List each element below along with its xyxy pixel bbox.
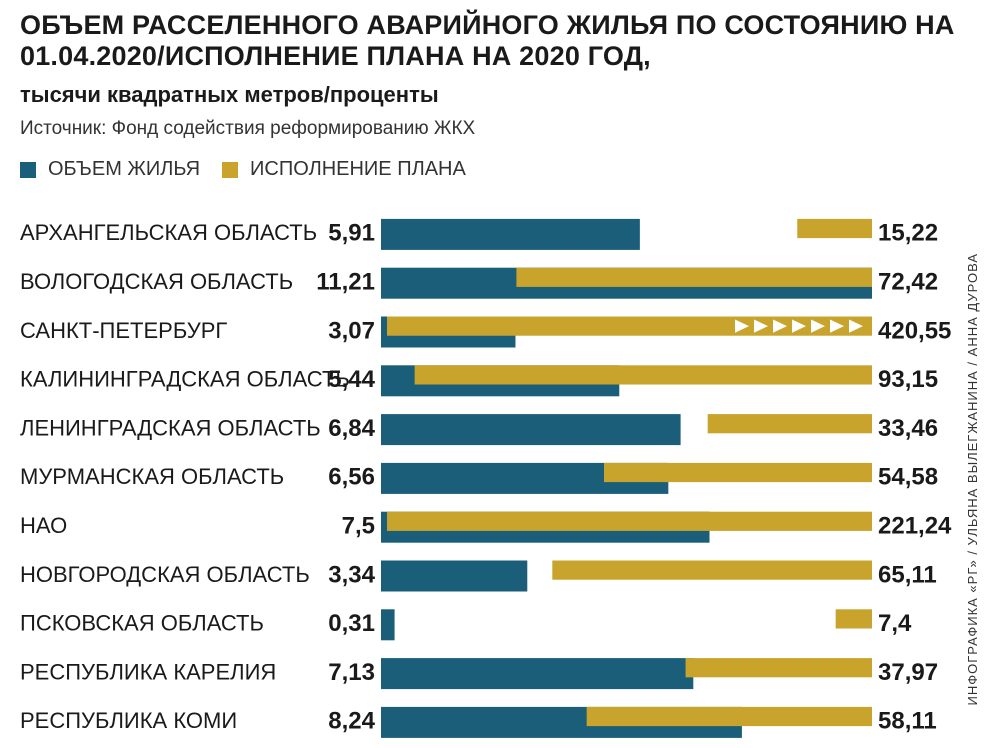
plan-bar [604, 462, 872, 483]
plan-bar [835, 609, 872, 629]
housing-value-label: 7,5 [342, 513, 375, 540]
housing-bar [381, 609, 395, 641]
housing-value-label: 8,24 [328, 708, 375, 735]
credit-text: ИНФОГРАФИКА «РГ» / УЛЬЯНА ВЫЛЕГЖАНИНА / … [964, 252, 980, 706]
plan-value-label: 58,11 [878, 708, 937, 735]
housing-value-label: 0,31 [328, 610, 375, 637]
overflow-arrow-marker [735, 319, 749, 333]
housing-value-label: 3,07 [328, 317, 375, 344]
category-label: АРХАНГЕЛЬСКАЯ ОБЛАСТЬ [20, 220, 317, 245]
legend-item-housing: ОБЪЕМ ЖИЛЬЯ [20, 158, 200, 181]
plan-bar [387, 511, 872, 531]
plan-bar [586, 706, 872, 727]
housing-value-label: 11,21 [316, 269, 375, 296]
plan-bar [552, 560, 872, 580]
category-label: КАЛИНИНГРАДСКАЯ ОБЛАСТЬ [20, 367, 350, 392]
plan-bar [797, 218, 872, 239]
housing-value-label: 5,44 [328, 366, 375, 393]
overflow-arrow-marker [849, 319, 863, 333]
overflow-arrow-marker [792, 319, 806, 333]
category-label: ВОЛОГОДСКАЯ ОБЛАСТЬ [20, 269, 293, 294]
plan-value-label: 72,42 [878, 269, 938, 296]
plan-value-label: 7,4 [878, 610, 912, 637]
housing-value-label: 7,13 [328, 659, 375, 686]
housing-bar [381, 560, 528, 592]
overflow-arrow-marker [773, 319, 787, 333]
chart-source: Источник: Фонд содействия реформированию… [20, 118, 476, 139]
credit-text-wrapper: ИНФОГРАФИКА «РГ» / УЛЬЯНА ВЫЛЕГЖАНИНА / … [956, 220, 988, 738]
plan-bar [387, 316, 872, 336]
legend-label-plan: ИСПОЛНЕНИЕ ПЛАНА [250, 158, 466, 180]
housing-value-label: 5,91 [328, 220, 375, 247]
legend: ОБЪЕМ ЖИЛЬЯ ИСПОЛНЕНИЕ ПЛАНА [20, 158, 488, 181]
category-label: ПСКОВСКАЯ ОБЛАСТЬ [20, 611, 264, 636]
category-label: НОВГОРОДСКАЯ ОБЛАСТЬ [20, 562, 310, 587]
housing-bar [381, 658, 694, 690]
plan-value-label: 65,11 [878, 561, 937, 588]
category-label: САНКТ-ПЕТЕРБУРГ [20, 318, 227, 343]
housing-bar [381, 414, 681, 446]
category-label: РЕСПУБЛИКА КАРЕЛИЯ [20, 659, 276, 684]
plan-bar [414, 365, 872, 385]
legend-swatch-housing [20, 161, 36, 178]
plan-value-label: 15,22 [878, 220, 938, 247]
category-label: РЕСПУБЛИКА КОМИ [20, 708, 237, 733]
category-label: НАО [20, 513, 67, 538]
legend-item-plan: ИСПОЛНЕНИЕ ПЛАНА [222, 158, 466, 181]
plan-value-label: 420,55 [878, 317, 951, 344]
overflow-arrow-marker [830, 319, 844, 333]
category-label: ЛЕНИНГРАДСКАЯ ОБЛАСТЬ [20, 415, 321, 440]
legend-swatch-plan [222, 161, 239, 178]
chart-subtitle: тысячи квадратных метров/проценты [20, 82, 439, 107]
legend-label-housing: ОБЪЕМ ЖИЛЬЯ [48, 158, 201, 180]
plan-bar [707, 414, 872, 434]
overflow-arrow-marker [754, 319, 768, 333]
plan-value-label: 33,46 [878, 415, 938, 442]
housing-value-label: 6,84 [328, 415, 375, 442]
housing-bar [381, 218, 640, 250]
housing-value-label: 6,56 [328, 464, 375, 491]
overflow-arrow-marker [811, 319, 825, 333]
plan-value-label: 37,97 [878, 659, 938, 686]
plan-bar [685, 658, 872, 678]
housing-value-label: 3,34 [328, 561, 375, 588]
category-label: МУРМАНСКАЯ ОБЛАСТЬ [20, 464, 284, 489]
plan-value-label: 221,24 [878, 513, 952, 540]
plan-value-label: 54,58 [878, 464, 938, 491]
chart-title: ОБЪЕМ РАССЕЛЕННОГО АВАРИЙНОГО ЖИЛЬЯ ПО С… [20, 10, 955, 71]
plan-value-label: 93,15 [878, 366, 938, 393]
plan-bar [516, 267, 872, 287]
